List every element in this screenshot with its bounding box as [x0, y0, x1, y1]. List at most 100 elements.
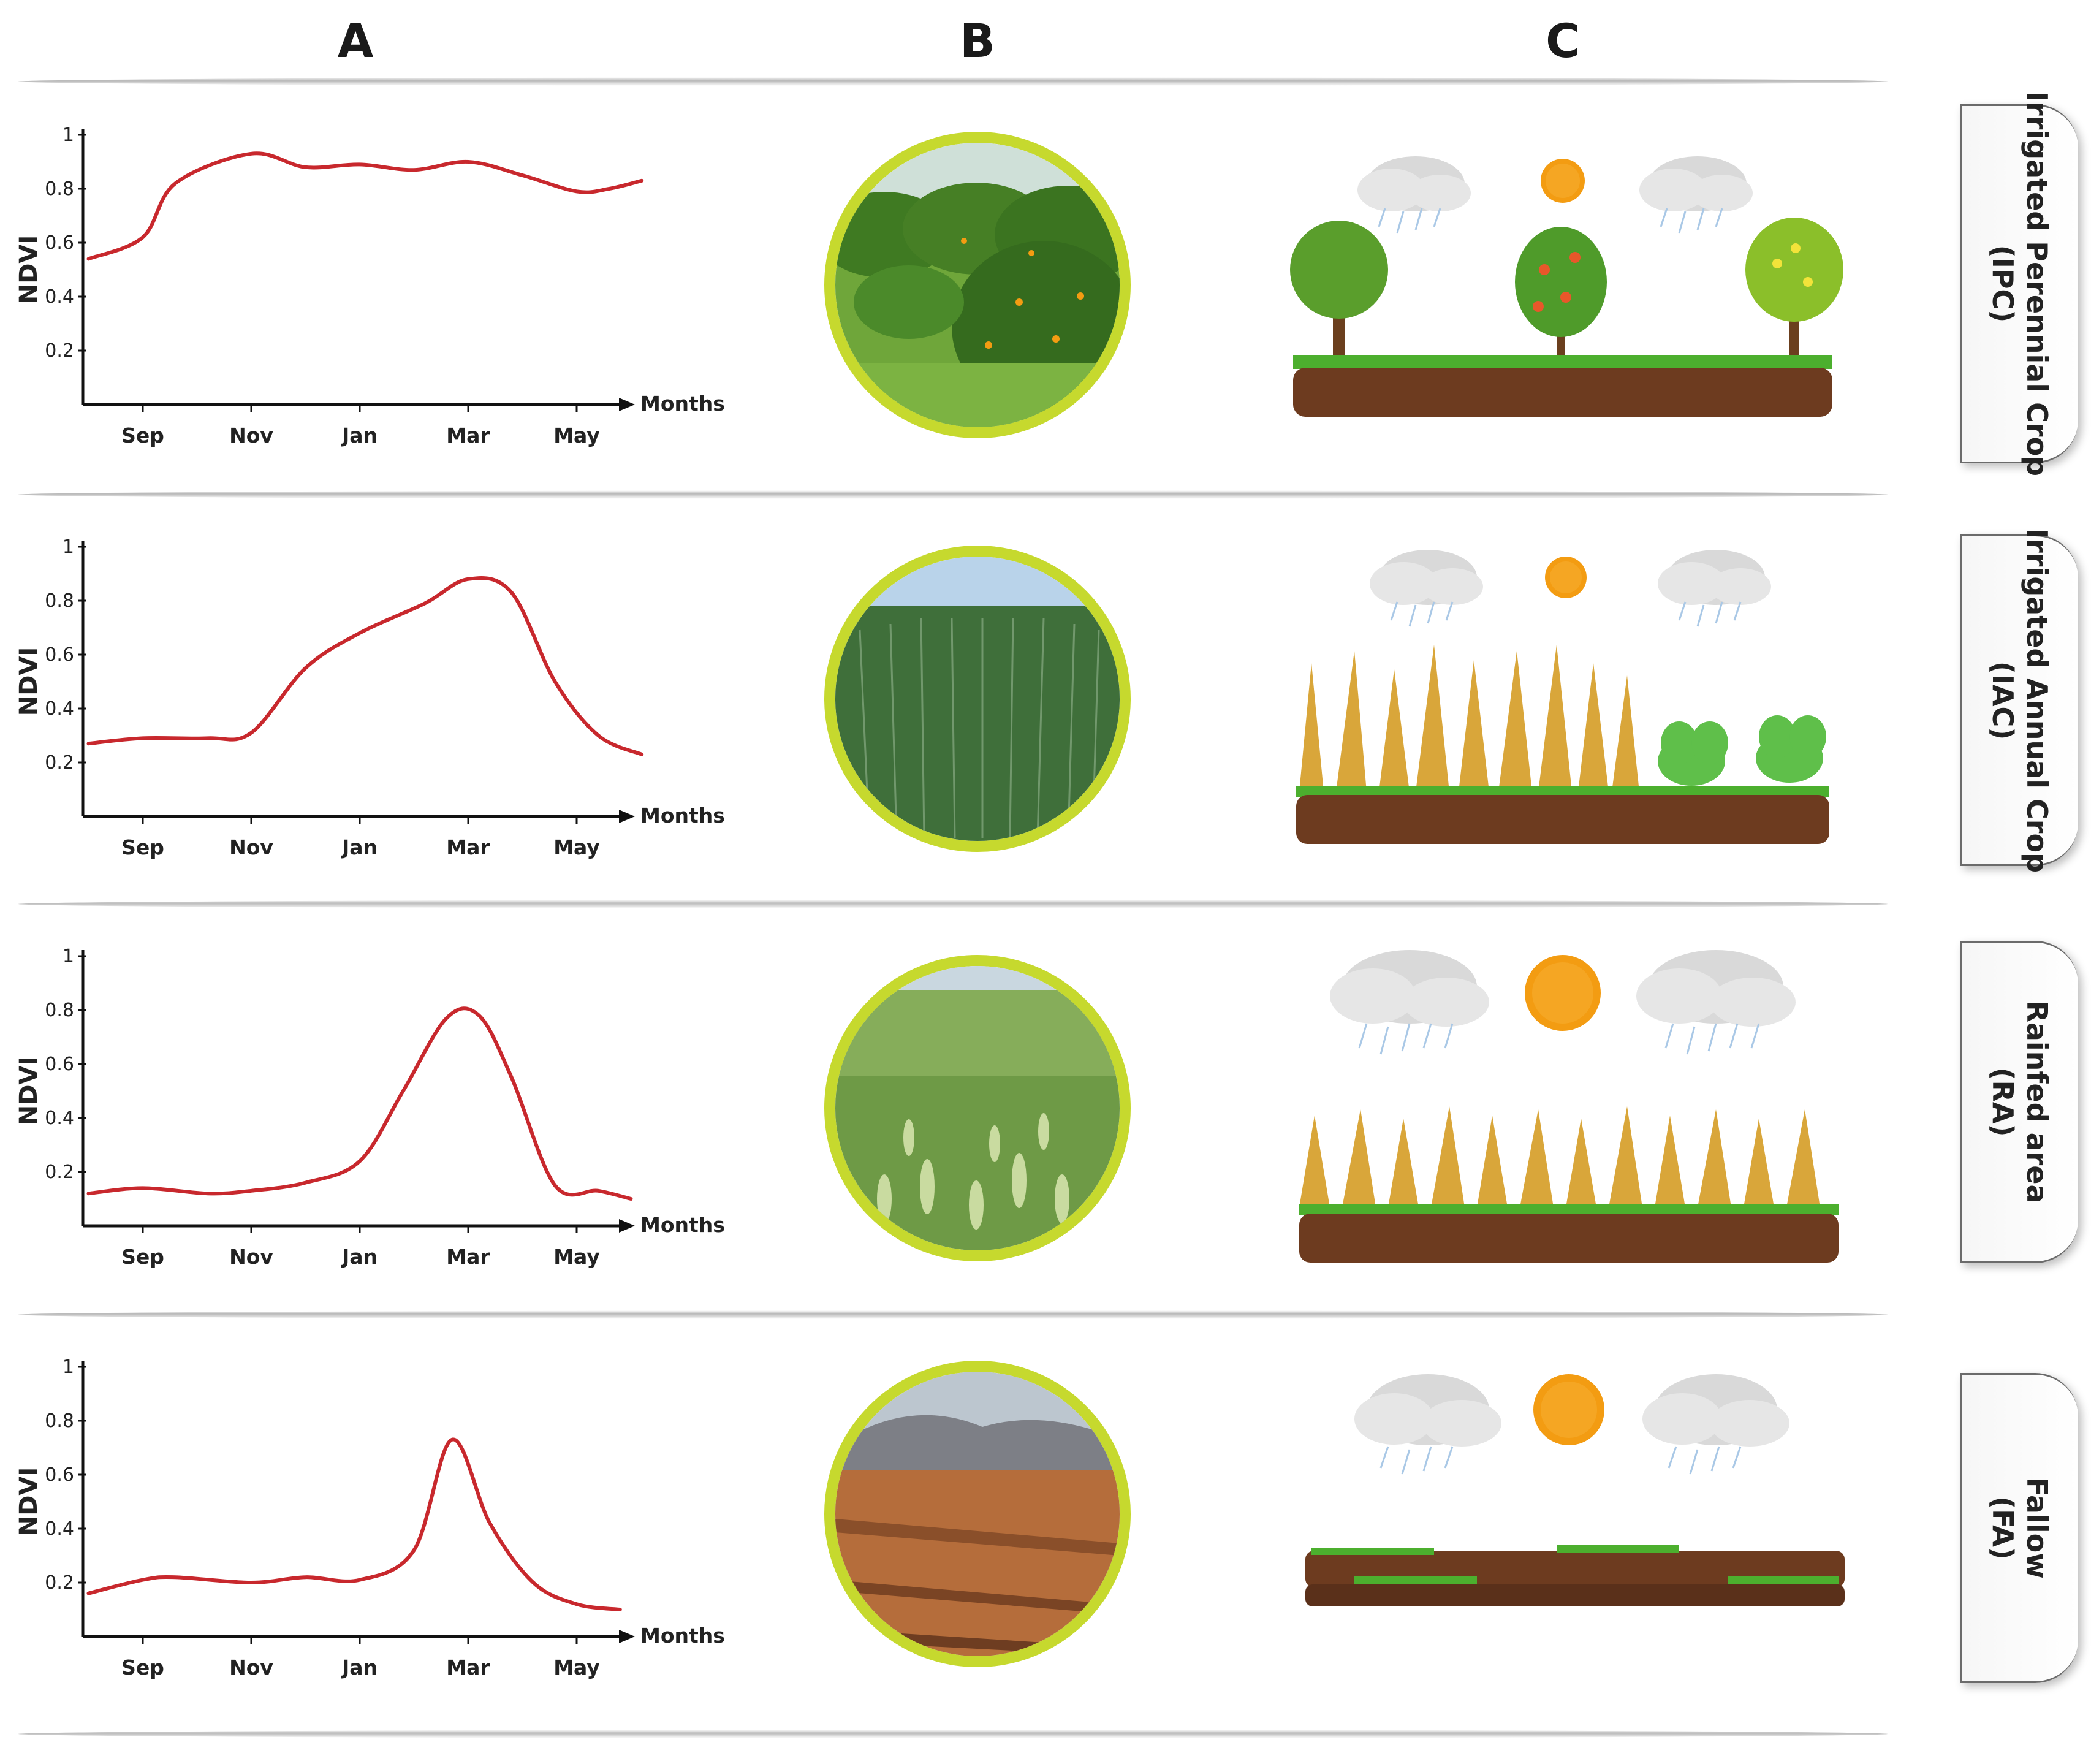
y-tick-label: 0.8: [45, 178, 74, 200]
ndvi-series-line: [86, 1437, 622, 1611]
wheat-icon: [1299, 645, 1639, 792]
x-tick-label: Nov: [229, 1656, 273, 1679]
perennial-illustration: [1290, 156, 1843, 417]
y-tick-label: 0.6: [45, 1054, 74, 1075]
x-axis-arrow: [619, 1219, 635, 1233]
tab-label-line1: Rainfed area: [2021, 1000, 2054, 1204]
tab-label: Irrigated Annual Crop (IAC): [1986, 528, 2054, 873]
ndvi-series-line: [86, 1006, 633, 1201]
y-axis-label: NDVI: [15, 647, 43, 717]
x-tick-label: May: [553, 1245, 600, 1269]
cloud-icon: [1658, 550, 1771, 627]
x-axis-arrow: [619, 810, 635, 823]
x-tick-label: Sep: [121, 1656, 164, 1679]
annual-crop-scene: [1287, 528, 1851, 847]
rainfed-illustration: [1299, 950, 1839, 1263]
orange-tree-icon: [1515, 227, 1607, 362]
sun-icon: [1533, 1374, 1604, 1445]
rainfed-scene: [1287, 932, 1851, 1263]
tree-icon: [1290, 221, 1388, 362]
y-tick-label: 0.6: [45, 644, 74, 666]
tab-label-line2: (IPC): [1986, 245, 2019, 323]
x-tick-label: Jan: [341, 424, 378, 447]
fallow-scene: [1287, 1348, 1851, 1667]
vegetable-icon: [1658, 715, 1826, 786]
rainfed-wheat-image: [835, 966, 1120, 1250]
category-tab-ipc: Irrigated Perennial Crop (IPC): [1960, 91, 2078, 476]
sun-icon: [1545, 557, 1587, 598]
y-tick-label: 0.2: [45, 752, 74, 774]
x-tick-label: Mar: [446, 1245, 490, 1269]
y-tick-label: 0.8: [45, 1410, 74, 1432]
row-iac: 0.2 0.4 0.6 0.8 1 Sep Nov Jan Mar May Months NDVI: [0, 504, 2091, 908]
ndvi-chart-svg: 0.2 0.4 0.6 0.8 1 Sep Nov Jan Mar May Months NDVI: [15, 1356, 725, 1679]
irrigated-wheat-image: [835, 557, 1120, 841]
ndvi-chart-iac: 0.2 0.4 0.6 0.8 1 Sep Nov Jan Mar May Months NDVI: [0, 504, 735, 908]
column-header-a: A: [337, 13, 374, 68]
orchard-photo: [824, 132, 1131, 438]
y-tick-label: 0.2: [45, 340, 74, 362]
annual-crop-illustration: [1296, 550, 1829, 844]
divider: [18, 77, 1888, 86]
category-tab-iac: Irrigated Annual Crop (IAC): [1960, 528, 2078, 873]
y-axis-label: NDVI: [15, 1057, 43, 1126]
x-axis-label: Months: [640, 804, 725, 827]
fallow-illustration: [1305, 1374, 1845, 1606]
x-tick-label: May: [553, 424, 600, 447]
tab-label: Rainfed area (RA): [1986, 1000, 2054, 1203]
tab-label-line2: (RA): [1986, 1067, 2019, 1137]
category-tab-ra: Rainfed area (RA): [1960, 941, 2078, 1263]
y-tick-label: 1: [63, 1356, 74, 1378]
cloud-icon: [1354, 1374, 1501, 1475]
y-tick-label: 1: [63, 946, 74, 967]
y-tick-label: 0.2: [45, 1572, 74, 1594]
tab-label-line2: (IAC): [1986, 661, 2019, 740]
ndvi-chart-ra: 0.2 0.4 0.6 0.8 1 Sep Nov Jan Mar May Months NDVI: [0, 913, 735, 1318]
orchard-image: [835, 143, 1120, 427]
x-tick-label: Jan: [341, 835, 378, 859]
perennial-scene: [1287, 129, 1851, 447]
x-tick-label: Nov: [229, 835, 273, 859]
tab-label-line2: (FA): [1986, 1496, 2019, 1560]
x-tick-label: Mar: [446, 424, 490, 447]
category-tab-fa: Fallow (FA): [1960, 1373, 2078, 1683]
divider: [18, 490, 1888, 499]
irrigated-wheat-photo: [824, 546, 1131, 852]
row-fa: 0.2 0.4 0.6 0.8 1 Sep Nov Jan Mar May Months NDVI F…: [0, 1324, 2091, 1728]
y-tick-label: 0.4: [45, 1518, 74, 1540]
ndvi-chart-fa: 0.2 0.4 0.6 0.8 1 Sep Nov Jan Mar May Months NDVI: [0, 1324, 735, 1728]
y-tick-label: 0.4: [45, 698, 74, 720]
divider: [18, 1310, 1888, 1319]
cloud-icon: [1636, 950, 1796, 1055]
y-tick-label: 0.6: [45, 232, 74, 254]
x-axis-label: Months: [640, 1624, 725, 1648]
rainfed-wheat-photo: [824, 955, 1131, 1261]
x-tick-label: Mar: [446, 835, 490, 859]
ndvi-chart-ipc: 0.2 0.4 0.6 0.8 1 Sep Nov Jan Mar May Months NDVI: [0, 92, 735, 496]
tab-label-line1: Irrigated Annual Crop: [2021, 528, 2054, 873]
cloud-icon: [1639, 156, 1753, 234]
x-tick-label: Mar: [446, 1656, 490, 1679]
divider: [18, 900, 1888, 908]
ndvi-series-line: [86, 576, 644, 756]
x-tick-label: Sep: [121, 835, 164, 859]
cloud-icon: [1642, 1374, 1789, 1475]
y-tick-label: 0.2: [45, 1161, 74, 1183]
cloud-icon: [1357, 156, 1471, 234]
ndvi-chart-svg: 0.2 0.4 0.6 0.8 1 Sep Nov Jan Mar May Months NDVI: [15, 536, 725, 859]
tab-label: Fallow (FA): [1986, 1477, 2054, 1578]
cloud-icon: [1370, 550, 1483, 627]
x-axis-arrow: [619, 1630, 635, 1643]
y-tick-label: 0.8: [45, 590, 74, 612]
x-tick-label: May: [553, 1656, 600, 1679]
ndvi-chart-svg: 0.2 0.4 0.6 0.8 1 Sep Nov Jan Mar May Months NDVI: [15, 946, 725, 1269]
tab-label-line1: Irrigated Perennial Crop: [2021, 91, 2054, 477]
row-ra: 0.2 0.4 0.6 0.8 1 Sep Nov Jan Mar May Months NDVI: [0, 913, 2091, 1318]
sun-icon: [1541, 159, 1585, 203]
x-tick-label: Sep: [121, 1245, 164, 1269]
x-axis-arrow: [619, 398, 635, 411]
x-tick-label: Sep: [121, 424, 164, 447]
ndvi-chart-svg: 0.2 0.4 0.6 0.8 1 Sep Nov Jan Mar May Months NDVI: [15, 124, 725, 447]
sun-icon: [1525, 955, 1601, 1031]
y-tick-label: 0.6: [45, 1464, 74, 1486]
